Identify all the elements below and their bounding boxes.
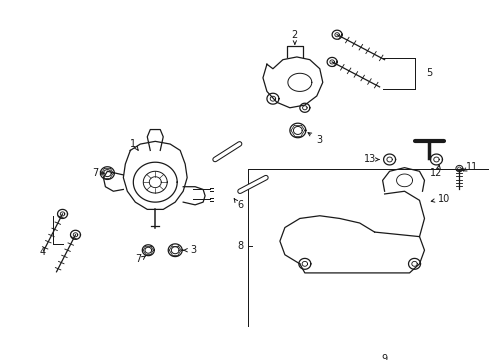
Text: 8: 8 bbox=[237, 241, 243, 251]
Text: 1: 1 bbox=[130, 139, 136, 149]
Text: 11: 11 bbox=[466, 162, 478, 172]
Text: 7: 7 bbox=[92, 168, 98, 178]
Text: 13: 13 bbox=[364, 154, 376, 165]
Text: 9: 9 bbox=[382, 354, 388, 360]
Text: 3: 3 bbox=[317, 135, 323, 144]
Text: 6: 6 bbox=[237, 200, 243, 210]
Text: 5: 5 bbox=[426, 68, 433, 78]
Text: 2: 2 bbox=[292, 30, 298, 40]
Text: 4: 4 bbox=[40, 247, 46, 257]
Text: 12: 12 bbox=[430, 168, 442, 178]
Bar bbox=[248, 168, 490, 327]
Text: 7: 7 bbox=[135, 254, 142, 264]
Text: 10: 10 bbox=[439, 194, 451, 203]
Text: 3: 3 bbox=[190, 245, 196, 255]
